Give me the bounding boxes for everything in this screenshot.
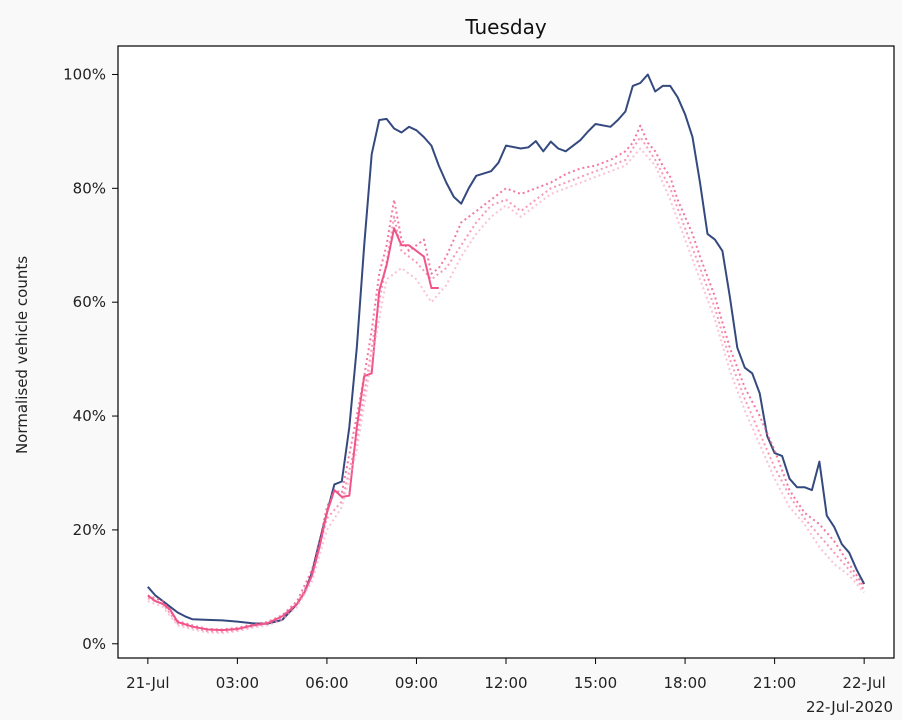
x-tick-label: 06:00 bbox=[305, 674, 348, 692]
series-line-4 bbox=[147, 147, 865, 634]
y-tick-label: 60% bbox=[73, 293, 106, 311]
series-layer bbox=[147, 73, 866, 634]
x-tick-label: 12:00 bbox=[484, 674, 527, 692]
plot-area bbox=[117, 45, 895, 659]
y-tick-label: 100% bbox=[63, 65, 106, 83]
y-axis-label: Normalised vehicle counts bbox=[13, 256, 31, 454]
series-line-2 bbox=[147, 124, 866, 631]
x-tick-label: 22-Jul bbox=[842, 674, 885, 692]
x-axis: 21-Jul 03:00 06:00 09:00 12:00 15:00 18:00 21:0… bbox=[126, 658, 886, 692]
x-offset-label: 22-Jul-2020 bbox=[806, 698, 893, 716]
y-axis: 0% 20% 40% 60% 80% 100% bbox=[63, 65, 118, 653]
x-tick-label: 09:00 bbox=[395, 674, 438, 692]
x-tick-label: 21-Jul bbox=[126, 674, 169, 692]
y-tick-label: 80% bbox=[73, 179, 106, 197]
x-tick-label: 18:00 bbox=[663, 674, 706, 692]
y-tick-label: 0% bbox=[82, 635, 106, 653]
x-tick-label: 03:00 bbox=[216, 674, 259, 692]
y-tick-label: 40% bbox=[73, 407, 106, 425]
x-tick-label: 21:00 bbox=[753, 674, 796, 692]
y-tick-label: 20% bbox=[73, 521, 106, 539]
series-line-1 bbox=[147, 227, 439, 632]
chart-title: Tuesday bbox=[464, 15, 547, 39]
x-tick-label: 15:00 bbox=[574, 674, 617, 692]
